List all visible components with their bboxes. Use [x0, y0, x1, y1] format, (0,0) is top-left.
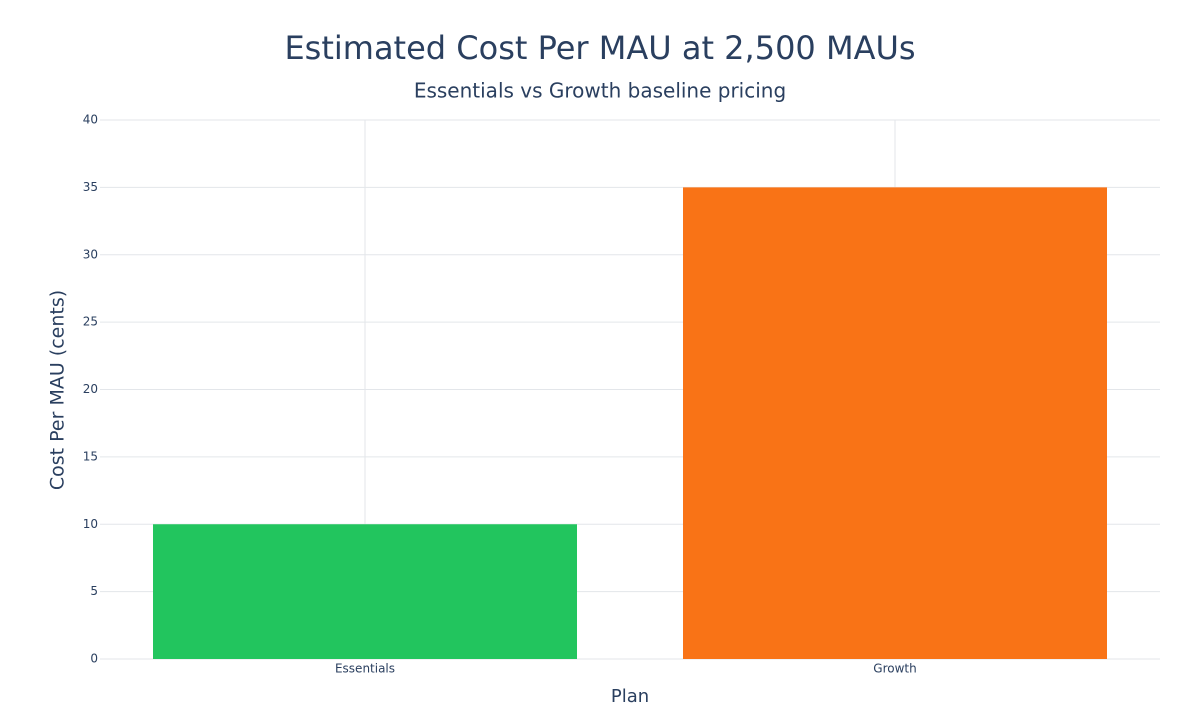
bar: [153, 524, 577, 659]
y-tick-label: 30: [83, 247, 98, 261]
y-tick-label: 10: [83, 517, 98, 531]
y-tick-label: 15: [83, 449, 98, 463]
bar: [683, 187, 1107, 659]
x-axis-title: Plan: [611, 686, 649, 707]
y-tick-label: 5: [90, 584, 98, 598]
y-tick-label: 35: [83, 180, 98, 194]
x-tick-label: Essentials: [335, 662, 395, 676]
y-tick-label: 40: [83, 113, 98, 127]
y-tick-label: 25: [83, 315, 98, 329]
x-tick-label: Growth: [873, 662, 916, 676]
y-tick-label: 20: [83, 382, 98, 396]
y-axis-title: Cost Per MAU (cents): [47, 290, 69, 490]
chart-title: Estimated Cost Per MAU at 2,500 MAUs: [284, 29, 915, 67]
y-tick-label: 0: [90, 652, 98, 666]
chart-subtitle: Essentials vs Growth baseline pricing: [414, 79, 786, 103]
